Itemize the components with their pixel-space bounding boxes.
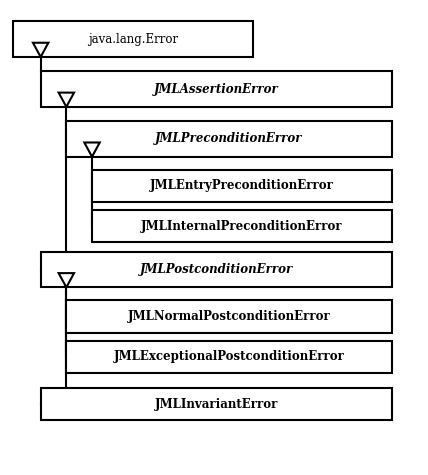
Text: JMLNormalPostconditionError: JMLNormalPostconditionError bbox=[128, 310, 330, 323]
Text: JMLInternalPreconditionError: JMLInternalPreconditionError bbox=[141, 219, 343, 233]
FancyBboxPatch shape bbox=[41, 71, 392, 107]
Text: java.lang.Error: java.lang.Error bbox=[88, 33, 178, 46]
FancyBboxPatch shape bbox=[92, 210, 392, 242]
Text: JMLAssertionError: JMLAssertionError bbox=[154, 83, 279, 95]
FancyBboxPatch shape bbox=[41, 252, 392, 287]
FancyBboxPatch shape bbox=[66, 121, 392, 157]
FancyBboxPatch shape bbox=[92, 170, 392, 202]
Text: JMLPreconditionError: JMLPreconditionError bbox=[155, 133, 303, 145]
Text: JMLInvariantError: JMLInvariantError bbox=[155, 398, 278, 411]
Text: JMLExceptionalPostconditionError: JMLExceptionalPostconditionError bbox=[113, 350, 345, 363]
Polygon shape bbox=[59, 93, 74, 107]
FancyBboxPatch shape bbox=[66, 300, 392, 332]
Text: JMLEntryPreconditionError: JMLEntryPreconditionError bbox=[150, 179, 334, 192]
Polygon shape bbox=[59, 273, 74, 287]
FancyBboxPatch shape bbox=[13, 21, 253, 57]
FancyBboxPatch shape bbox=[41, 388, 392, 420]
FancyBboxPatch shape bbox=[66, 341, 392, 373]
Text: JMLPostconditionError: JMLPostconditionError bbox=[140, 263, 293, 276]
Polygon shape bbox=[33, 43, 48, 57]
Polygon shape bbox=[84, 142, 100, 157]
